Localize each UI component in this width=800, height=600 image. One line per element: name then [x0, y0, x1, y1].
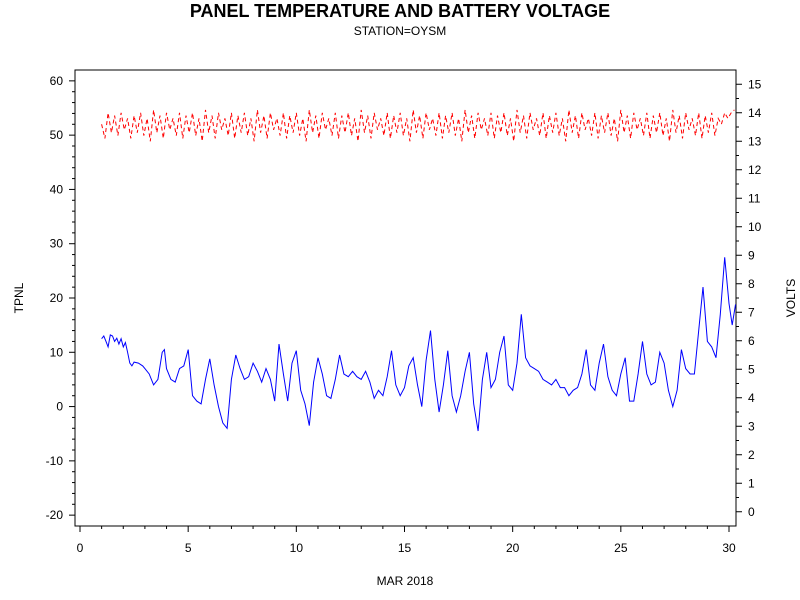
- x-tick-label: 30: [722, 541, 736, 555]
- x-tick-label: 0: [77, 541, 84, 555]
- x-tick-label: 10: [290, 541, 304, 555]
- chart-title: PANEL TEMPERATURE AND BATTERY VOLTAGE: [190, 1, 610, 21]
- battery-voltage-line: [101, 109, 735, 142]
- y-right-tick-label: 3: [748, 419, 755, 433]
- y-right-tick-label: 15: [748, 77, 762, 91]
- chart-subtitle: STATION=OYSM: [354, 24, 447, 38]
- x-tick-label: 25: [614, 541, 628, 555]
- x-tick-label: 5: [185, 541, 192, 555]
- series-layer: [101, 109, 736, 432]
- y-right-tick-label: 12: [748, 163, 762, 177]
- y-axis-left-label: TPNL: [12, 282, 26, 313]
- x-tick-label: 15: [398, 541, 412, 555]
- y-left-tick-label: 40: [50, 182, 64, 196]
- y-right-tick-label: 1: [748, 476, 755, 490]
- y-left-tick-label: 30: [50, 237, 64, 251]
- y-right-tick-label: 11: [748, 191, 761, 205]
- x-tick-label: 20: [506, 541, 520, 555]
- x-axis-label: MAR 2018: [377, 574, 434, 588]
- y-left-tick-label: 10: [50, 345, 64, 359]
- y-left-tick-label: -20: [46, 508, 64, 522]
- y-left-tick-label: 60: [50, 74, 64, 88]
- y-left-tick-label: 50: [50, 128, 64, 142]
- plot-frame: [74, 69, 737, 527]
- y-right-tick-label: 6: [748, 334, 755, 348]
- y-right-tick-label: 2: [748, 448, 755, 462]
- x-axis: 0 5 10 15 20 25 30: [77, 526, 736, 555]
- y-right-tick-label: 5: [748, 362, 755, 376]
- y-left-tick-label: 20: [50, 291, 64, 305]
- y-right-tick-label: 10: [748, 220, 762, 234]
- y-left-tick-label: -10: [46, 454, 64, 468]
- y-axis-right-label: VOLTS: [784, 279, 798, 317]
- y-right-tick-label: 8: [748, 277, 755, 291]
- y-right-tick-label: 13: [748, 134, 762, 148]
- y-left-tick-label: 0: [56, 400, 63, 414]
- y-right-tick-label: 7: [748, 305, 755, 319]
- y-right-tick-label: 14: [748, 106, 762, 120]
- y-right-tick-label: 4: [748, 391, 755, 405]
- y-right-tick-label: 9: [748, 248, 755, 262]
- y-right-tick-label: 0: [748, 505, 755, 519]
- y-axis-left: -20 -10 0 10 20 30 40 50 60: [46, 74, 75, 522]
- panel-temperature-line: [101, 257, 736, 432]
